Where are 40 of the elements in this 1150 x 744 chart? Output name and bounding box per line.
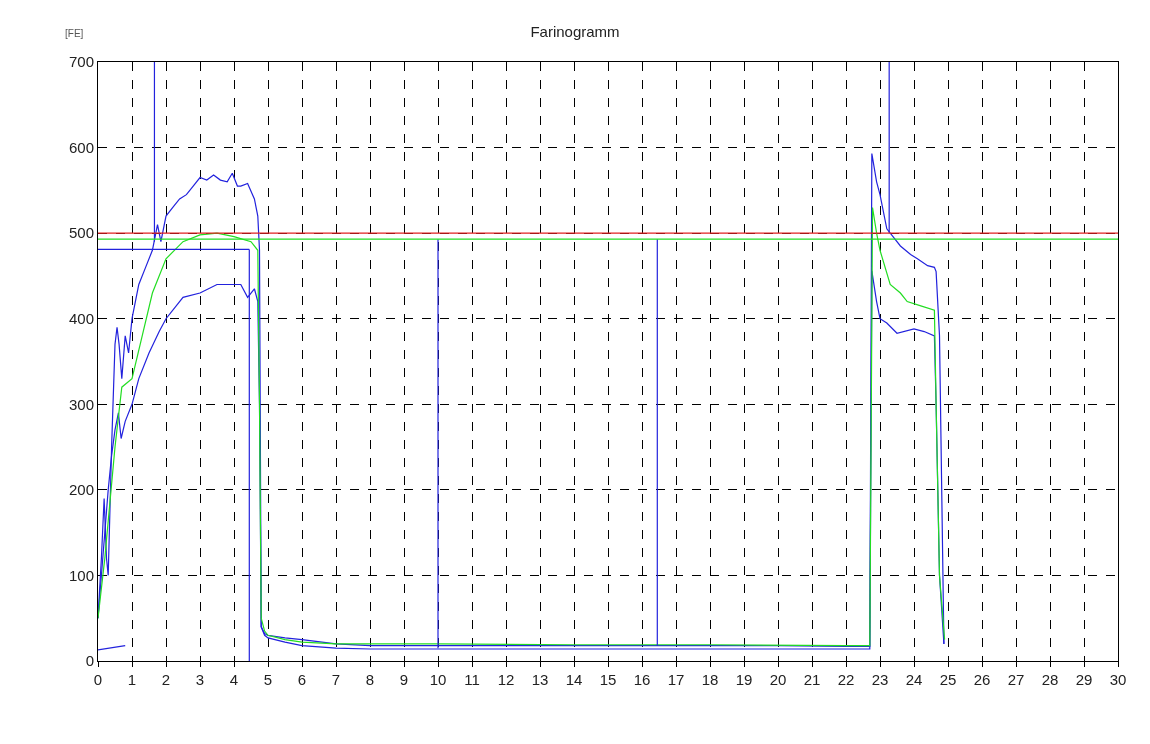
y-tick-label: 200 bbox=[68, 481, 94, 499]
x-tick-label: 25 bbox=[939, 671, 957, 688]
x-tick-label: 19 bbox=[735, 671, 753, 688]
y-tick-label: 400 bbox=[68, 309, 94, 327]
x-tick-label: 3 bbox=[195, 671, 205, 688]
x-tick-label: 28 bbox=[1041, 671, 1059, 688]
x-tick-label: 29 bbox=[1075, 671, 1093, 688]
x-tick-label: 4 bbox=[229, 671, 239, 688]
x-tick-label: 9 bbox=[399, 671, 409, 688]
y-tick-label: 600 bbox=[68, 138, 94, 156]
x-tick-label: 26 bbox=[973, 671, 991, 688]
x-tick-label: 5 bbox=[263, 671, 273, 688]
y-tick-label: 700 bbox=[68, 53, 94, 71]
x-tick-label: 20 bbox=[769, 671, 787, 688]
x-tick-label: 16 bbox=[633, 671, 651, 688]
y-tick-label: 500 bbox=[68, 224, 94, 242]
x-tick-label: 21 bbox=[803, 671, 821, 688]
y-axis-title: [FE] bbox=[65, 28, 84, 39]
x-tick-label: 30 bbox=[1109, 671, 1127, 688]
chart-title: Farinogramm bbox=[530, 22, 620, 40]
x-tick-label: 18 bbox=[701, 671, 719, 688]
y-tick-label: 300 bbox=[68, 395, 94, 413]
x-tick-label: 14 bbox=[565, 671, 583, 688]
x-tick-label: 7 bbox=[331, 671, 341, 688]
x-tick-label: 10 bbox=[429, 671, 447, 688]
x-tick-label: 2 bbox=[161, 671, 171, 688]
x-tick-label: 1 bbox=[127, 671, 137, 688]
x-tick-label: 27 bbox=[1007, 671, 1025, 688]
x-tick-label: 24 bbox=[905, 671, 923, 688]
x-tick-label: 17 bbox=[667, 671, 685, 688]
x-tick-label: 8 bbox=[365, 671, 375, 688]
x-tick-label: 22 bbox=[837, 671, 855, 688]
x-tick-label: 11 bbox=[464, 671, 480, 688]
x-tick-label: 23 bbox=[871, 671, 889, 688]
x-tick-label: 15 bbox=[599, 671, 617, 688]
y-tick-label: 100 bbox=[68, 566, 94, 584]
x-tick-label: 12 bbox=[497, 671, 515, 688]
y-tick-label: 0 bbox=[85, 652, 94, 670]
x-tick-label: 13 bbox=[531, 671, 549, 688]
x-tick-label: 6 bbox=[297, 671, 307, 688]
